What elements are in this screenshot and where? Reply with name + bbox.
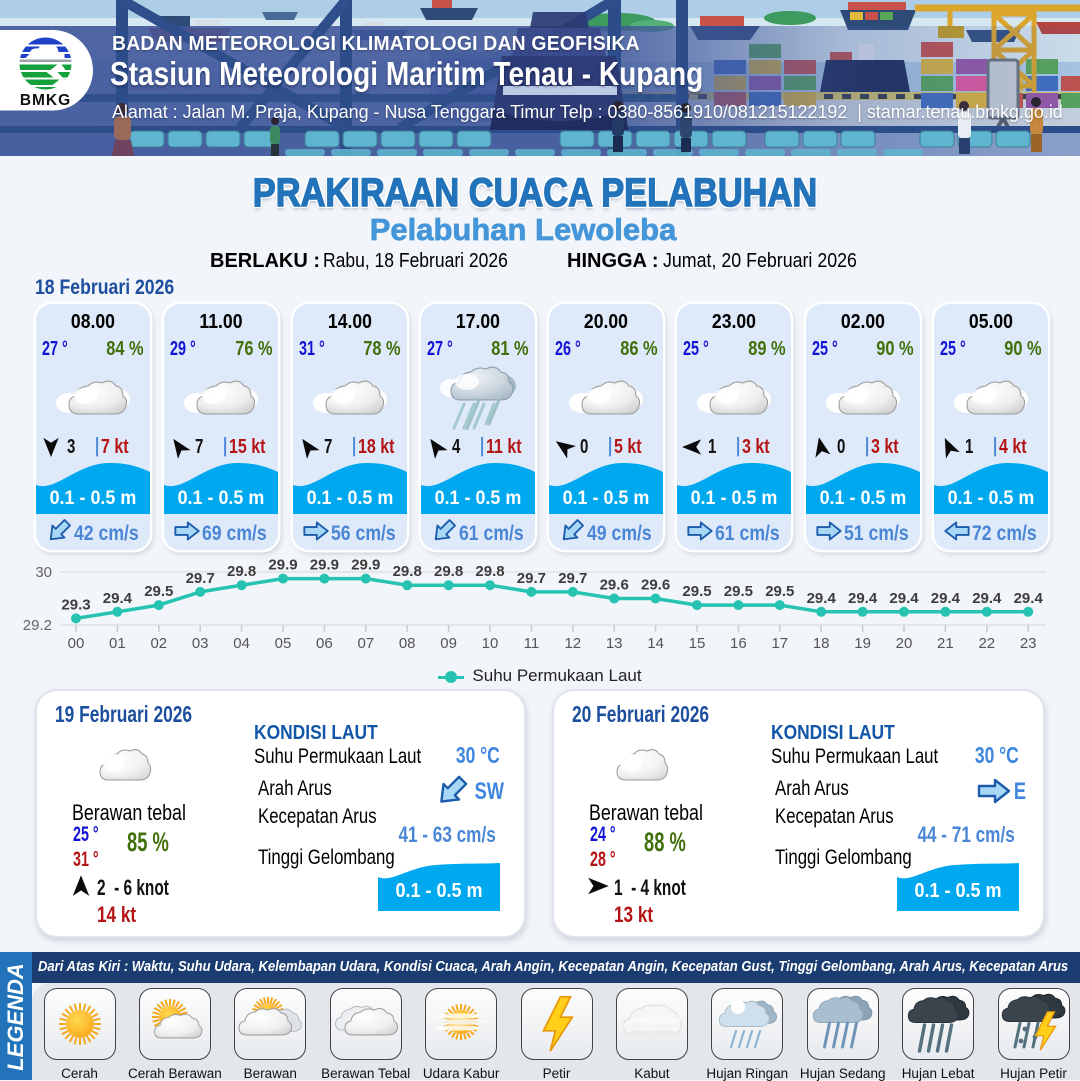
svg-text:29.9: 29.9 (310, 557, 339, 574)
svg-text:16: 16 (730, 635, 747, 652)
svg-text:29.5: 29.5 (682, 583, 711, 600)
svg-text:07: 07 (357, 635, 374, 652)
svg-text:03: 03 (192, 635, 209, 652)
svg-text:29.8: 29.8 (475, 563, 504, 580)
svg-text:29.9: 29.9 (268, 557, 297, 574)
svg-text:00: 00 (68, 635, 85, 652)
svg-text:29.4: 29.4 (972, 590, 1002, 607)
svg-text:29.5: 29.5 (144, 583, 173, 600)
svg-text:29.8: 29.8 (393, 563, 422, 580)
svg-text:29.4: 29.4 (807, 590, 837, 607)
svg-text:15: 15 (689, 635, 706, 652)
svg-text:23: 23 (1020, 635, 1037, 652)
svg-text:01: 01 (109, 635, 126, 652)
svg-text:29.6: 29.6 (641, 577, 670, 594)
svg-text:19: 19 (854, 635, 871, 652)
svg-text:04: 04 (233, 635, 250, 652)
svg-text:29.7: 29.7 (558, 570, 587, 587)
svg-text:12: 12 (564, 635, 581, 652)
svg-text:29.3: 29.3 (61, 596, 90, 613)
svg-text:02: 02 (150, 635, 167, 652)
svg-text:14: 14 (647, 635, 664, 652)
svg-text:13: 13 (606, 635, 623, 652)
svg-text:29.4: 29.4 (889, 590, 919, 607)
svg-text:29.5: 29.5 (765, 583, 794, 600)
svg-text:21: 21 (937, 635, 954, 652)
svg-text:BMKG: BMKG (20, 92, 71, 109)
svg-text:29.4: 29.4 (848, 590, 878, 607)
svg-text:20: 20 (896, 635, 913, 652)
svg-text:29.8: 29.8 (434, 563, 463, 580)
svg-text:29.4: 29.4 (103, 590, 133, 607)
svg-text:17: 17 (771, 635, 788, 652)
svg-text:29.4: 29.4 (931, 590, 961, 607)
svg-text:30: 30 (35, 564, 52, 581)
svg-text:29.6: 29.6 (600, 577, 629, 594)
svg-text:29.7: 29.7 (517, 570, 546, 587)
svg-text:29.9: 29.9 (351, 557, 380, 574)
svg-text:29.5: 29.5 (724, 583, 753, 600)
svg-text:06: 06 (316, 635, 333, 652)
svg-text:08: 08 (399, 635, 416, 652)
svg-text:11: 11 (524, 635, 540, 652)
svg-text:10: 10 (482, 635, 499, 652)
svg-text:29.8: 29.8 (227, 563, 256, 580)
svg-text:05: 05 (275, 635, 292, 652)
svg-text:09: 09 (440, 635, 457, 652)
svg-text:22: 22 (978, 635, 995, 652)
svg-text:29.2: 29.2 (23, 617, 52, 634)
svg-text:18: 18 (813, 635, 830, 652)
svg-text:29.7: 29.7 (186, 570, 215, 587)
svg-text:29.4: 29.4 (1014, 590, 1044, 607)
